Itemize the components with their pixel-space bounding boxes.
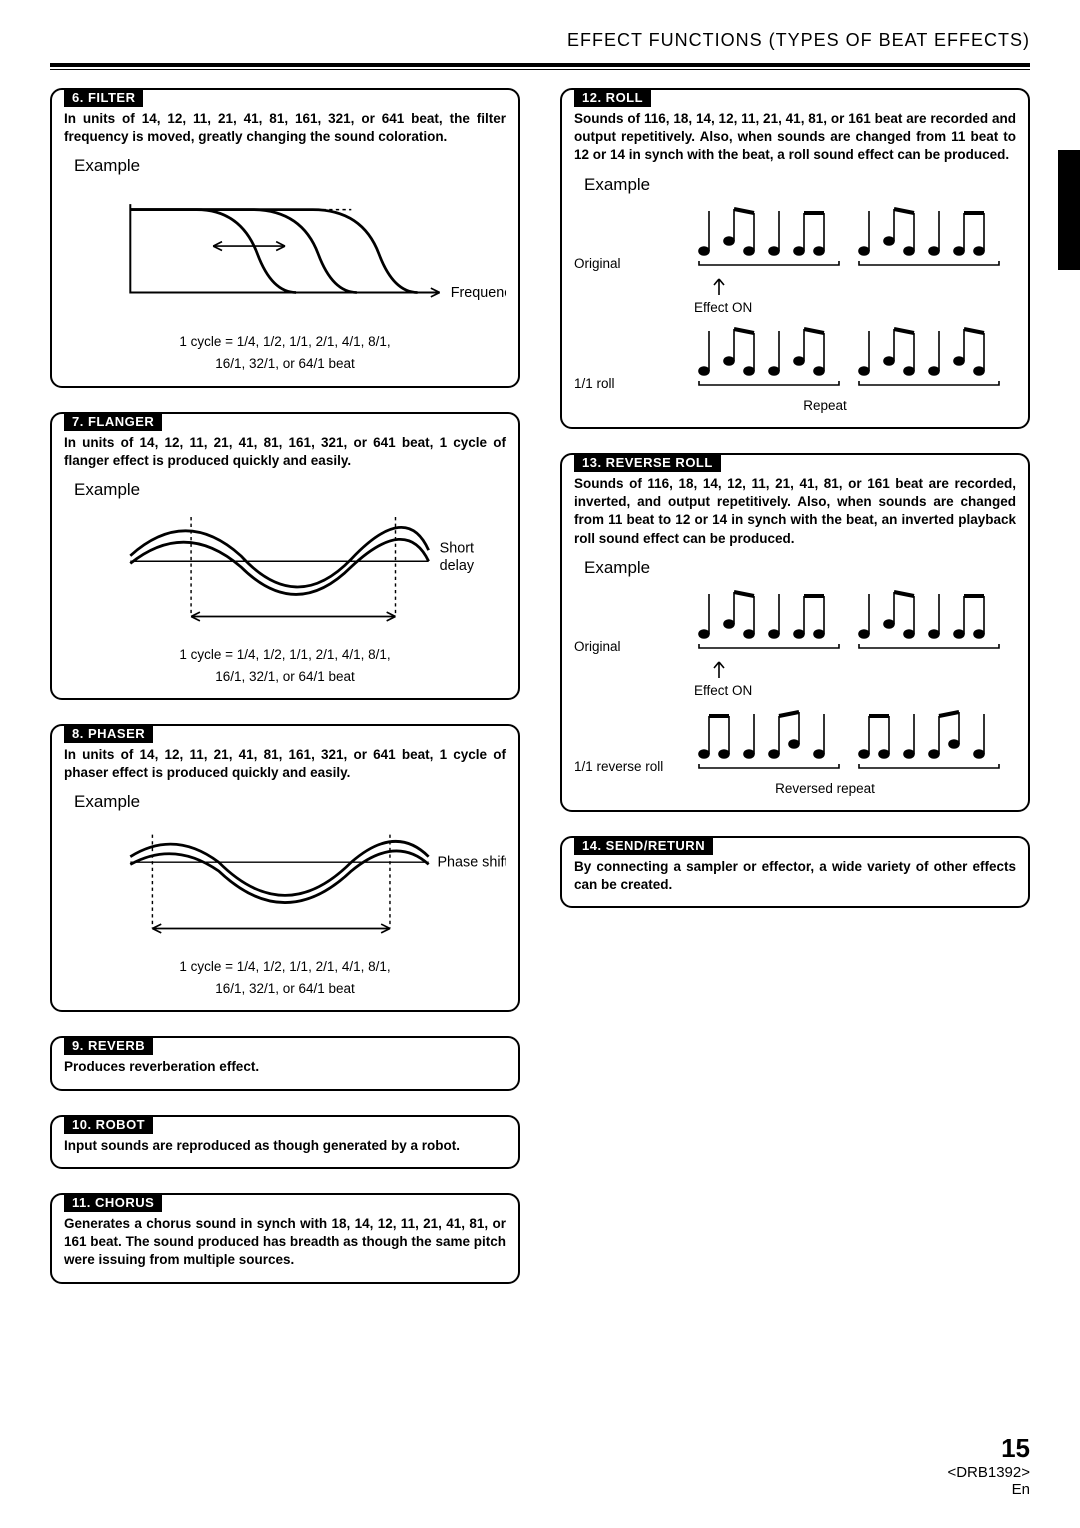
roll-repeat-label: Repeat [634,397,1016,415]
flanger-example-label: Example [74,480,506,500]
flanger-side1: Short [440,540,474,556]
sndrcv-box: 14. SEND/RETURN By connecting a sampler … [560,836,1030,908]
flanger-caption2: 16/1, 32/1, or 64/1 beat [64,668,506,686]
doc-id: <DRB1392> [947,1464,1030,1481]
flanger-caption1: 1 cycle = 1/4, 1/2, 1/1, 2/1, 4/1, 8/1, [64,646,506,664]
phaser-diagram: Phase shift [64,818,506,951]
roll-roll-label: 1/1 roll [574,376,684,391]
roll-box: 12. ROLL Sounds of 116, 18, 14, 12, 11, … [560,88,1030,429]
phaser-side: Phase shift [437,855,506,871]
revroll-roll-notes [694,704,1014,774]
chorus-box: 11. CHORUS Generates a chorus sound in s… [50,1193,520,1284]
filter-title: 6. FILTER [64,88,143,107]
filter-diagram: Frequency [64,182,506,326]
revroll-desc: Sounds of 116, 18, 14, 12, 11, 21, 41, 8… [574,475,1016,548]
filter-box: 6. FILTER In units of 14, 12, 11, 21, 41… [50,88,520,388]
revroll-original-notes [694,584,1014,654]
filter-example-label: Example [74,156,506,176]
robot-desc: Input sounds are reproduced as though ge… [64,1137,506,1155]
page-number: 15 [947,1433,1030,1464]
reverb-box: 9. REVERB Produces reverberation effect. [50,1036,520,1090]
roll-desc: Sounds of 116, 18, 14, 12, 11, 21, 41, 8… [574,110,1016,165]
revroll-effon-arrow [709,660,1016,683]
flanger-diagram: Short delay [64,506,506,639]
revroll-example-label: Example [584,558,1016,578]
roll-original-notes [694,201,1014,271]
phaser-caption2: 16/1, 32/1, or 64/1 beat [64,980,506,998]
flanger-title: 7. FLANGER [64,412,162,431]
left-column: 6. FILTER In units of 14, 12, 11, 21, 41… [50,88,520,1308]
thumb-tab [1058,150,1080,270]
phaser-desc: In units of 14, 12, 11, 21, 41, 81, 161,… [64,746,506,782]
chorus-desc: Generates a chorus sound in synch with 1… [64,1215,506,1270]
revroll-roll-label: 1/1 reverse roll [574,759,684,774]
revroll-box: 13. REVERSE ROLL Sounds of 116, 18, 14, … [560,453,1030,812]
revroll-effon-label: Effect ON [694,683,1016,698]
revroll-original-label: Original [574,639,684,654]
revroll-title: 13. REVERSE ROLL [574,453,721,472]
header-rule-thick [50,63,1030,67]
filter-caption1: 1 cycle = 1/4, 1/2, 1/1, 2/1, 4/1, 8/1, [64,333,506,351]
flanger-desc: In units of 14, 12, 11, 21, 41, 81, 161,… [64,434,506,470]
roll-effon-arrow [709,277,1016,300]
revroll-roll-row: 1/1 reverse roll [574,704,1016,774]
filter-desc: In units of 14, 12, 11, 21, 41, 81, 161,… [64,110,506,146]
roll-original-row: Original [574,201,1016,271]
right-column: 12. ROLL Sounds of 116, 18, 14, 12, 11, … [560,88,1030,1308]
phaser-title: 8. PHASER [64,724,153,743]
revroll-repeat-label: Reversed repeat [634,780,1016,798]
sndrcv-title: 14. SEND/RETURN [574,836,713,855]
filter-axis-label: Frequency [451,285,506,301]
page-footer: 15 <DRB1392> En [947,1433,1030,1498]
roll-effon-label: Effect ON [694,300,1016,315]
robot-box: 10. ROBOT Input sounds are reproduced as… [50,1115,520,1169]
phaser-caption1: 1 cycle = 1/4, 1/2, 1/1, 2/1, 4/1, 8/1, [64,958,506,976]
chorus-title: 11. CHORUS [64,1193,162,1212]
roll-roll-notes [694,321,1014,391]
sndrcv-desc: By connecting a sampler or effector, a w… [574,858,1016,894]
roll-roll-row: 1/1 roll [574,321,1016,391]
roll-original-label: Original [574,256,684,271]
flanger-side2: delay [440,558,475,574]
reverb-title: 9. REVERB [64,1036,153,1055]
content-columns: 6. FILTER In units of 14, 12, 11, 21, 41… [50,88,1030,1308]
reverb-desc: Produces reverberation effect. [64,1058,506,1076]
roll-example-label: Example [584,175,1016,195]
filter-caption2: 16/1, 32/1, or 64/1 beat [64,355,506,373]
robot-title: 10. ROBOT [64,1115,153,1134]
revroll-original-row: Original [574,584,1016,654]
lang-label: En [947,1481,1030,1498]
phaser-example-label: Example [74,792,506,812]
roll-title: 12. ROLL [574,88,651,107]
page-header-title: EFFECT FUNCTIONS (TYPES OF BEAT EFFECTS) [50,30,1030,57]
phaser-box: 8. PHASER In units of 14, 12, 11, 21, 41… [50,724,520,1012]
flanger-box: 7. FLANGER In units of 14, 12, 11, 21, 4… [50,412,520,700]
header-rule-thin [50,69,1030,70]
